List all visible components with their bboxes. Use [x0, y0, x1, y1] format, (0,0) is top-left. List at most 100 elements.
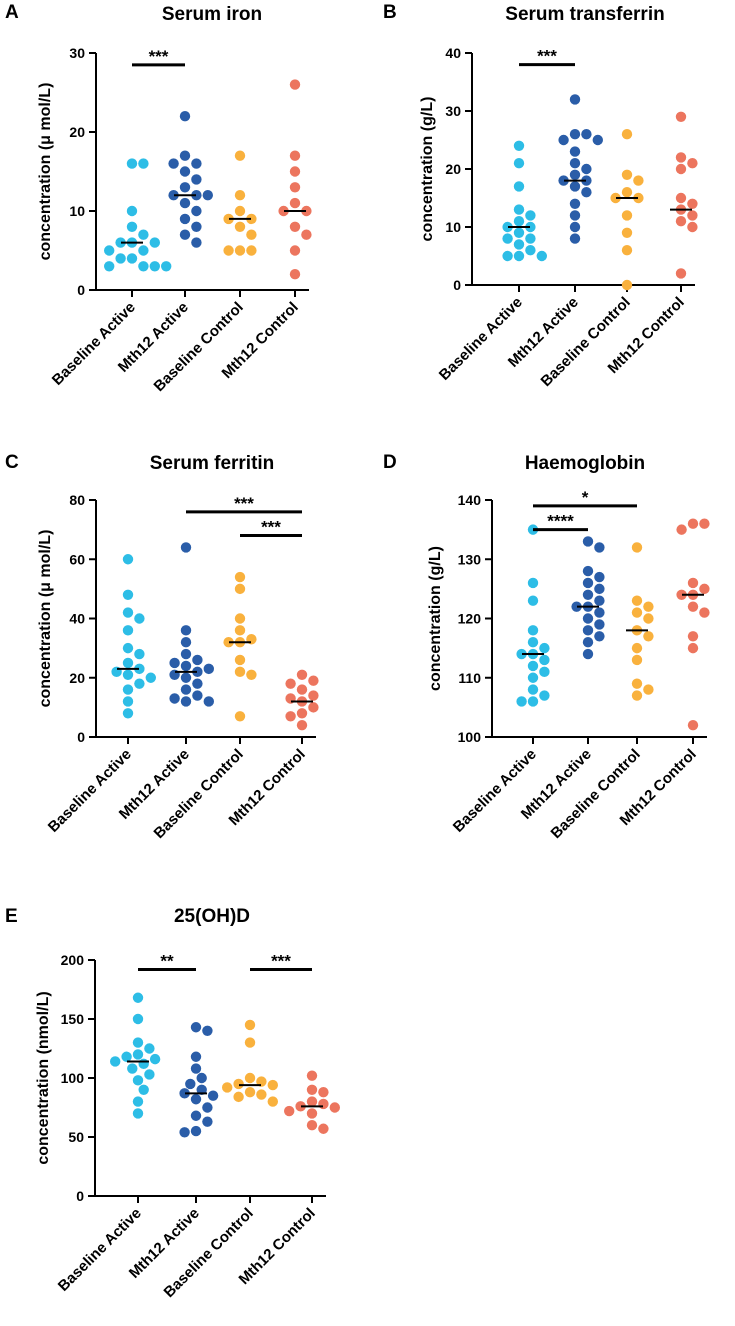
data-point	[513, 250, 525, 262]
data-point	[569, 169, 581, 180]
data-point	[699, 518, 710, 529]
data-point	[631, 654, 643, 666]
series-baseline-active	[516, 524, 550, 707]
significance-label: ***	[149, 47, 169, 66]
data-point	[687, 719, 699, 731]
chart-title: Serum transferrin	[505, 4, 664, 25]
y-tick-label: 100	[458, 729, 482, 745]
data-point	[513, 227, 525, 238]
data-point	[513, 216, 525, 227]
data-point	[122, 669, 134, 680]
y-tick-label: 100	[61, 1070, 85, 1086]
series-mth12-active	[558, 94, 603, 244]
data-point	[675, 192, 687, 204]
data-point	[569, 94, 581, 105]
data-point	[138, 158, 149, 169]
data-point	[192, 666, 203, 678]
data-point	[179, 111, 191, 122]
data-point	[234, 221, 246, 232]
data-point	[144, 1043, 155, 1054]
data-point	[192, 678, 203, 689]
data-point	[502, 221, 513, 233]
y-tick-label: 30	[69, 45, 85, 61]
data-point	[594, 607, 605, 618]
data-point	[191, 174, 202, 185]
data-point	[190, 1063, 202, 1074]
data-point	[289, 221, 301, 232]
data-point	[621, 210, 633, 221]
data-point	[610, 192, 621, 204]
data-point	[289, 245, 301, 256]
series-baseline-control	[223, 571, 257, 722]
data-point	[190, 1051, 202, 1062]
data-point	[582, 625, 594, 636]
data-point	[558, 175, 569, 186]
data-point	[180, 648, 192, 660]
data-point	[104, 245, 115, 256]
data-point	[180, 696, 192, 707]
data-point	[202, 1102, 213, 1113]
panel-a: A Serum iron concentration (μ mol/L) 0 10 20 3…	[5, 2, 312, 395]
data-point	[516, 696, 527, 707]
data-point	[699, 607, 710, 618]
panel-letter: A	[5, 2, 19, 23]
data-point	[190, 1125, 202, 1137]
data-point	[289, 182, 301, 193]
data-point	[513, 204, 525, 215]
data-point	[121, 1051, 132, 1062]
data-point	[191, 158, 202, 169]
data-point	[527, 684, 539, 695]
significance-label: ****	[547, 512, 574, 531]
data-point	[289, 269, 301, 280]
data-point	[185, 1078, 196, 1090]
data-point	[222, 1082, 233, 1093]
data-point	[306, 1070, 318, 1081]
data-point	[296, 708, 308, 719]
data-point	[180, 542, 192, 553]
data-point	[179, 197, 191, 209]
data-point	[191, 190, 202, 201]
data-point	[569, 221, 581, 233]
data-point	[244, 1072, 256, 1084]
data-point	[122, 607, 134, 618]
data-point	[192, 654, 203, 666]
data-point	[569, 233, 581, 244]
data-point	[234, 613, 246, 624]
data-point	[180, 625, 192, 636]
y-axis-label: concentration (μ mol/L)	[37, 530, 54, 708]
data-point	[687, 642, 699, 654]
data-point	[306, 1120, 318, 1131]
panel-letter: B	[383, 2, 397, 23]
data-point	[643, 631, 654, 642]
data-point	[234, 190, 246, 201]
data-point	[192, 690, 203, 701]
data-point	[594, 542, 605, 553]
data-point	[234, 571, 246, 583]
data-point	[296, 669, 308, 680]
series-baseline-control	[626, 542, 654, 701]
data-point	[132, 992, 144, 1003]
data-point	[631, 595, 643, 606]
data-point	[527, 672, 539, 683]
data-point	[110, 1056, 121, 1067]
data-point	[191, 237, 202, 248]
data-point	[132, 1013, 144, 1025]
chart-title: Serum iron	[162, 4, 262, 25]
data-point	[525, 233, 536, 244]
series-mth12-active	[571, 536, 605, 660]
data-point	[122, 657, 134, 669]
data-point	[267, 1079, 278, 1091]
data-point	[329, 1102, 340, 1113]
data-point	[132, 1075, 144, 1086]
y-tick-label: 130	[458, 551, 482, 567]
data-point	[179, 1088, 190, 1099]
data-point	[301, 205, 312, 217]
panel-letter: D	[383, 452, 397, 473]
data-point	[527, 577, 539, 589]
y-tick-label: 10	[445, 219, 461, 235]
y-tick-label: 200	[61, 952, 85, 968]
data-point	[138, 261, 149, 272]
data-point	[687, 518, 699, 529]
data-point	[126, 158, 138, 169]
data-point	[306, 1084, 318, 1096]
